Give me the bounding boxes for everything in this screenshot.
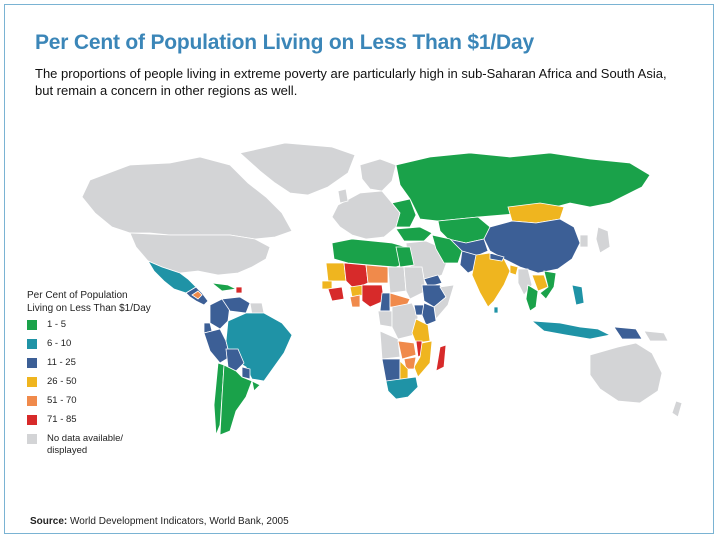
- region-argentina: [219, 364, 253, 436]
- region-russia: [395, 152, 651, 222]
- legend-swatch: [27, 415, 37, 425]
- region-turkey: [395, 226, 433, 242]
- legend-item: 6 - 10: [27, 338, 197, 357]
- legend-label: 1 - 5: [47, 319, 67, 330]
- region-senegal: [321, 280, 333, 290]
- region-south-africa: [385, 376, 419, 400]
- region-greenland: [239, 142, 356, 196]
- region-yemen: [423, 274, 443, 288]
- region-kenya: [421, 302, 437, 326]
- region-vietnam: [539, 270, 557, 300]
- region-new-zealand: [671, 400, 683, 418]
- legend-item: 1 - 5: [27, 319, 197, 338]
- region-scandinavia: [359, 158, 397, 192]
- region-canada: [81, 156, 293, 240]
- legend-title: Per Cent of Population Living on Less Th…: [27, 289, 197, 315]
- legend-label: 6 - 10: [47, 338, 72, 349]
- source-text: World Development Indicators, World Bank…: [70, 516, 289, 527]
- region-thailand: [525, 284, 539, 312]
- region-japan: [595, 226, 611, 254]
- region-haiti: [235, 286, 243, 294]
- region-india: [471, 252, 511, 308]
- legend-title-line2: Living on Less Than $1/Day: [27, 303, 151, 314]
- region-bolivia: [225, 348, 245, 372]
- legend-swatch: [27, 339, 37, 349]
- legend-label: 11 - 25: [47, 357, 76, 368]
- region-indonesia: [530, 320, 612, 340]
- legend-label: No data available/ displayed: [47, 433, 124, 456]
- source-label: Source:: [30, 516, 68, 527]
- region-papua-new-guinea: [643, 330, 669, 342]
- region-gabon-congo: [377, 310, 393, 328]
- region-ghana: [349, 294, 361, 308]
- region-tanzania: [411, 318, 431, 344]
- region-mozambique: [413, 340, 433, 378]
- region-uk: [337, 188, 349, 204]
- legend-item: 71 - 85: [27, 414, 197, 433]
- legend-label: 71 - 85: [47, 414, 77, 425]
- region-angola: [379, 330, 401, 360]
- region-venezuela: [221, 296, 251, 314]
- region-guinea: [327, 286, 345, 302]
- region-indonesia-east: [613, 326, 643, 340]
- region-australia: [589, 342, 663, 404]
- legend-item: 11 - 25: [27, 357, 197, 376]
- region-egypt: [395, 246, 415, 268]
- region-zimbabwe: [403, 356, 417, 370]
- legend-swatch: [27, 434, 37, 444]
- region-sudan: [403, 266, 427, 300]
- region-nigeria: [361, 284, 385, 308]
- region-chad: [387, 266, 407, 294]
- region-nepal: [489, 252, 505, 262]
- region-cameroon: [379, 292, 391, 312]
- region-iran: [431, 234, 463, 264]
- region-korea: [579, 234, 589, 248]
- legend-item: 26 - 50: [27, 376, 197, 395]
- region-madagascar: [435, 344, 447, 372]
- region-caribbean: [210, 282, 238, 292]
- world-map: [81, 142, 683, 436]
- legend-label: 26 - 50: [47, 376, 77, 387]
- region-peru: [203, 328, 231, 364]
- region-europe: [331, 190, 401, 240]
- region-philippines: [571, 284, 585, 306]
- region-namibia: [381, 358, 401, 382]
- region-honduras: [191, 290, 203, 300]
- legend-swatch: [27, 377, 37, 387]
- source-note: Source: World Development Indicators, Wo…: [30, 516, 289, 527]
- region-uruguay: [251, 380, 261, 392]
- region-usa: [129, 232, 271, 276]
- figure-frame: Per Cent of Population Living on Less Th…: [4, 4, 714, 534]
- region-sri-lanka: [493, 306, 499, 314]
- legend-swatch: [27, 320, 37, 330]
- legend-item: 51 - 70: [27, 395, 197, 414]
- legend-swatch: [27, 396, 37, 406]
- map-legend: Per Cent of Population Living on Less Th…: [27, 289, 197, 461]
- region-mauritania: [325, 262, 347, 282]
- page-title: Per Cent of Population Living on Less Th…: [35, 31, 534, 54]
- region-china: [483, 218, 581, 274]
- region-paraguay: [241, 366, 251, 380]
- legend-label: 51 - 70: [47, 395, 77, 406]
- legend-swatch: [27, 358, 37, 368]
- legend-item: No data available/ displayed: [27, 433, 197, 461]
- region-zambia: [397, 340, 417, 360]
- region-niger: [365, 264, 389, 284]
- region-bangladesh: [509, 264, 519, 276]
- subtitle: The proportions of people living in extr…: [35, 66, 667, 98]
- legend-title-line1: Per Cent of Population: [27, 290, 128, 301]
